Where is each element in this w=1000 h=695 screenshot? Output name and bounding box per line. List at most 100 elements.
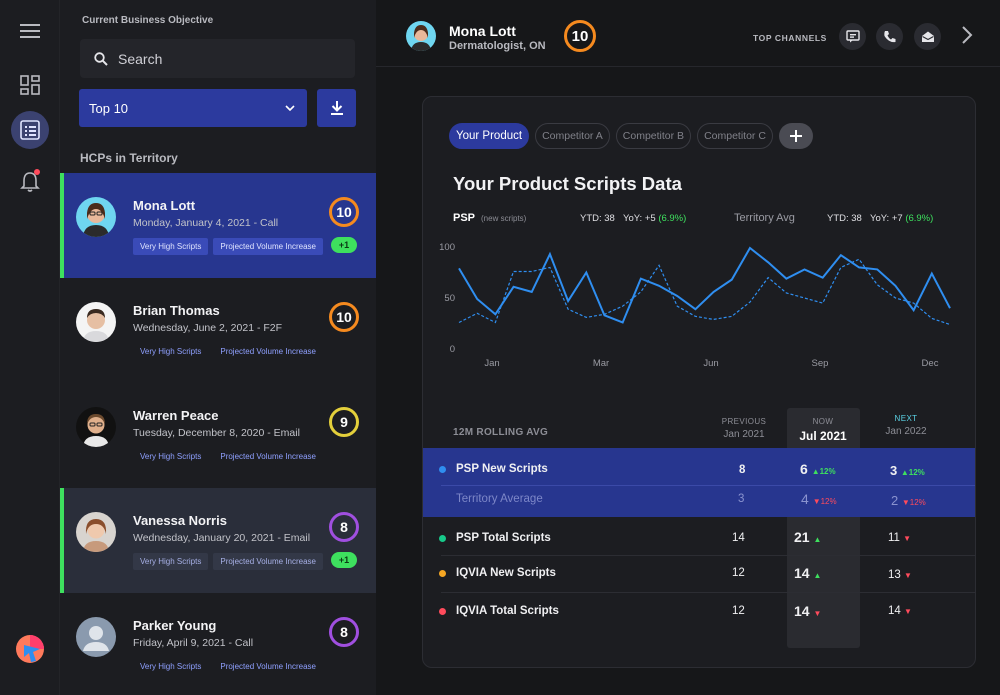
territory-avg-series-line <box>458 258 951 326</box>
col-now-label: NOW <box>812 417 834 426</box>
chevron-down-icon <box>285 105 295 111</box>
up-arrow-icon: ▲ <box>811 467 820 476</box>
next-pct: 12% <box>908 468 925 477</box>
rolling-avg-title: 12M ROLLING AVG <box>453 427 549 438</box>
product-scripts-panel: Your Product Competitor A Competitor B C… <box>422 96 976 668</box>
hcp-name: Brian Thomas <box>133 303 220 318</box>
series-dot-psp-new <box>439 466 446 473</box>
prev-value: 12 <box>732 567 745 579</box>
chat-channel-button[interactable] <box>839 23 866 50</box>
tag-projected-volume: Projected Volume Increase <box>213 238 323 255</box>
menu-icon[interactable] <box>11 12 49 50</box>
search-icon <box>94 51 108 66</box>
psp-yoy-value: YoY: +5 <box>623 213 656 224</box>
panel-title: Your Product Scripts Data <box>453 173 682 194</box>
tab-competitor-b[interactable]: Competitor B <box>615 123 692 149</box>
notification-bell-icon[interactable] <box>11 163 49 201</box>
next-value: 3 ▲12% <box>890 463 925 478</box>
x-tick-label: Sep <box>812 358 829 369</box>
selected-indicator <box>60 173 64 278</box>
prev-value: 14 <box>732 532 745 544</box>
x-tick-label: Mar <box>593 358 609 369</box>
x-tick-label: Jun <box>703 358 718 369</box>
now-value: 6 ▲12% <box>800 461 836 477</box>
hcps-label: HCPs in Territory <box>80 151 178 165</box>
email-channel-button[interactable] <box>914 23 941 50</box>
priority-score: 8 <box>329 512 359 542</box>
hcp-name: Parker Young <box>133 618 217 633</box>
list-view-icon[interactable] <box>11 111 49 149</box>
tag-very-high-scripts: Very High Scripts <box>140 452 202 461</box>
avatar <box>76 302 116 342</box>
hcp-specialty: Dermatologist, ON <box>449 40 546 52</box>
psp-new-scripts-highlight[interactable] <box>423 448 975 517</box>
hcp-name: Warren Peace <box>133 408 219 423</box>
up-arrow-icon: ▲ <box>813 571 822 580</box>
tag-very-high-scripts: Very High Scripts <box>133 553 209 570</box>
scripts-line-chart: 100 50 0 Jan Mar Jun Sep Dec <box>439 242 951 369</box>
down-arrow-icon: ▼ <box>904 571 912 580</box>
now-pct: 12% <box>819 467 836 476</box>
hcp-card-parker-young[interactable]: Parker Young Friday, April 9, 2021 - Cal… <box>60 593 376 695</box>
product-tabs: Your Product Competitor A Competitor B C… <box>449 123 813 149</box>
last-contact: Friday, April 9, 2021 - Call <box>133 637 254 649</box>
chat-icon <box>845 30 860 43</box>
row-divider <box>441 555 975 556</box>
next-pct: 12% <box>909 498 926 507</box>
row-label: IQVIA New Scripts <box>456 567 556 579</box>
avatar <box>406 21 436 51</box>
now-value: 14 ▼ <box>794 603 821 619</box>
phone-channel-button[interactable] <box>876 23 903 50</box>
psp-ytd: YTD: 38 <box>580 213 615 224</box>
col-previous: PREVIOUS Jan 2021 <box>704 417 784 440</box>
down-arrow-icon: ▼ <box>903 534 912 543</box>
last-contact: Monday, January 4, 2021 - Call <box>133 217 279 229</box>
row-label: IQVIA Total Scripts <box>456 605 559 617</box>
next-value: 14 ▼ <box>888 605 912 617</box>
psp-sublabel: (new scripts) <box>481 214 527 223</box>
psp-yoy-pct: (6.9%) <box>658 213 687 224</box>
series-dot-psp-total <box>439 535 446 542</box>
tab-competitor-c[interactable]: Competitor C <box>697 123 773 149</box>
add-tab-button[interactable] <box>778 123 813 149</box>
app-logo-icon <box>11 630 49 668</box>
chevron-right-icon[interactable] <box>961 25 973 50</box>
search-input[interactable] <box>118 50 338 67</box>
series-dot-iqvia-new <box>439 570 446 577</box>
row-divider <box>441 592 975 593</box>
search-box[interactable] <box>80 39 355 78</box>
last-contact: Wednesday, June 2, 2021 - F2F <box>133 322 283 334</box>
tag-projected-volume: Projected Volume Increase <box>220 662 316 671</box>
now-number: 14 <box>794 565 810 581</box>
now-value: 14 ▲ <box>794 565 821 581</box>
y-tick-label: 50 <box>444 293 455 304</box>
icon-rail <box>0 0 60 695</box>
tag-very-high-scripts: Very High Scripts <box>140 347 202 356</box>
header-priority-score: 10 <box>564 20 596 52</box>
tab-competitor-a[interactable]: Competitor A <box>535 123 610 149</box>
tag-very-high-scripts: Very High Scripts <box>133 238 209 255</box>
prev-value: 12 <box>732 605 745 617</box>
psp-yoy: YoY: +5 (6.9%) <box>623 213 686 224</box>
download-button[interactable] <box>317 89 356 127</box>
tab-your-product[interactable]: Your Product <box>449 123 530 149</box>
down-arrow-icon: ▼ <box>901 498 910 507</box>
objective-dropdown[interactable]: Top 10 <box>79 89 307 127</box>
hcp-card-mona-lott[interactable]: Mona Lott Monday, January 4, 2021 - Call… <box>60 173 376 278</box>
series-dot-iqvia-total <box>439 608 446 615</box>
col-previous-label: PREVIOUS <box>721 417 767 426</box>
hcp-card-brian-thomas[interactable]: Brian Thomas Wednesday, June 2, 2021 - F… <box>60 278 376 383</box>
last-contact: Wednesday, January 20, 2021 - Email <box>133 532 311 544</box>
tag-very-high-scripts: Very High Scripts <box>140 662 202 671</box>
dashboard-icon[interactable] <box>11 66 49 104</box>
plus-icon <box>789 130 802 142</box>
col-next-label: NEXT <box>894 414 918 423</box>
col-now: NOW Jul 2021 <box>783 417 863 443</box>
score-change-badge: +1 <box>331 552 357 568</box>
hcp-card-warren-peace[interactable]: Warren Peace Tuesday, December 8, 2020 -… <box>60 383 376 488</box>
row-label: PSP Total Scripts <box>456 532 551 544</box>
now-number: 6 <box>800 461 808 477</box>
now-pct: 12% <box>820 497 837 506</box>
ta-yoy-value: YoY: +7 <box>870 213 903 224</box>
hcp-card-vanessa-norris[interactable]: Vanessa Norris Wednesday, January 20, 20… <box>60 488 376 593</box>
